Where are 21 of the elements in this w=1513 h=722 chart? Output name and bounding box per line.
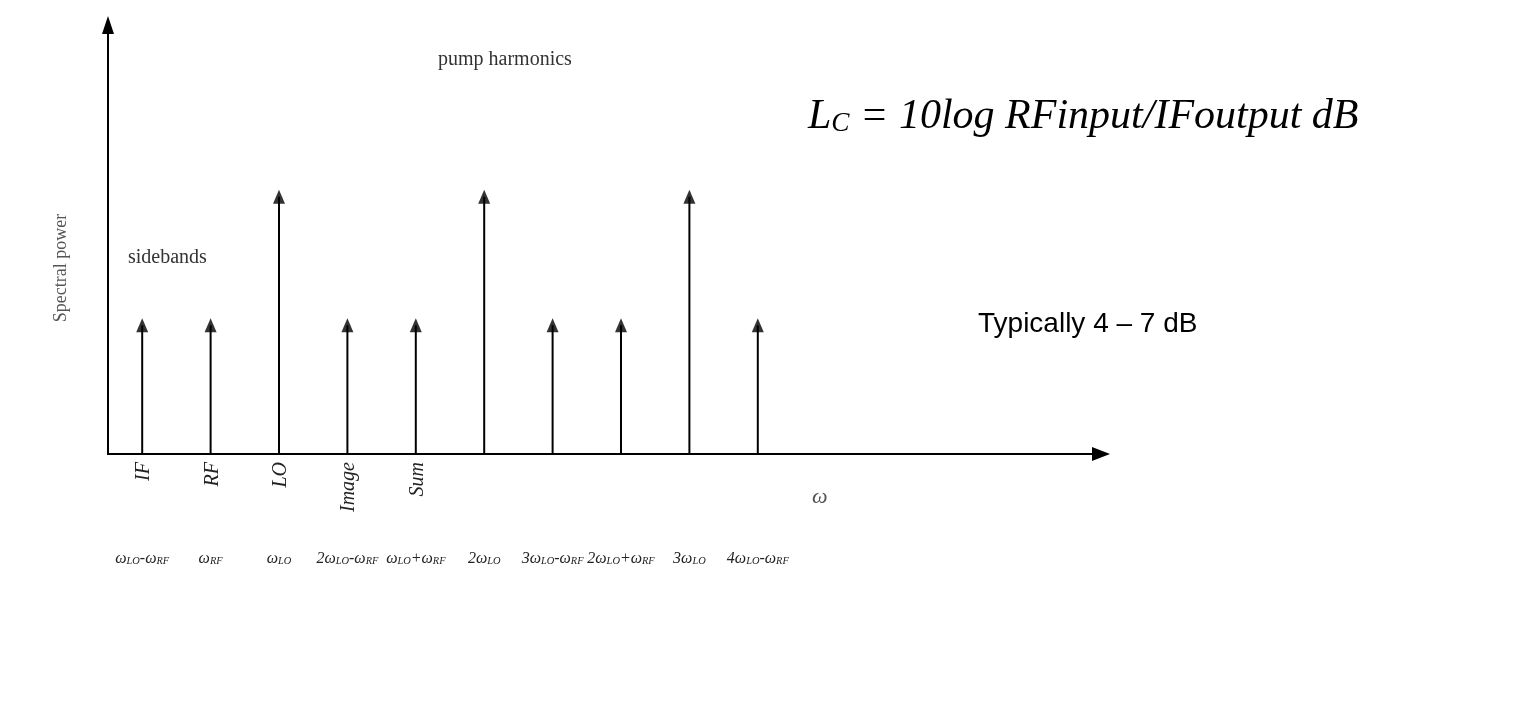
text: RF — [199, 461, 222, 488]
x-tick-label: 2ωLO-ωRF — [316, 548, 379, 566]
y-axis-title: Spectral power — [50, 213, 70, 323]
text: Image — [336, 461, 360, 513]
annotation: sidebands — [128, 245, 208, 267]
text: LC = 10log RFinput/IFoutput dB — [807, 91, 1359, 137]
x-axis-title: ω — [812, 482, 828, 508]
text: LO — [268, 462, 290, 489]
x-tick-label: 2ωLO — [467, 548, 501, 566]
text: pump harmonics — [438, 47, 573, 70]
text: IF — [131, 461, 154, 482]
x-tick-label: 4ωLO-ωRF — [726, 548, 790, 566]
x-tick-label: ωLO+ωRF — [386, 548, 447, 566]
text: Typically 4 – 7 dB — [978, 306, 1198, 338]
x-tick-label: 2ωLO+ωRF — [587, 548, 656, 566]
x-tick-label: 3ωLO-ωRF — [520, 548, 585, 566]
text: Sum — [404, 462, 427, 497]
x-tick-label: ωLO — [266, 548, 292, 566]
x-tick-label: 3ωLO — [672, 548, 707, 566]
x-tick-label: ωLO-ωRF — [115, 548, 170, 566]
x-tick-label: ωRF — [198, 548, 224, 566]
